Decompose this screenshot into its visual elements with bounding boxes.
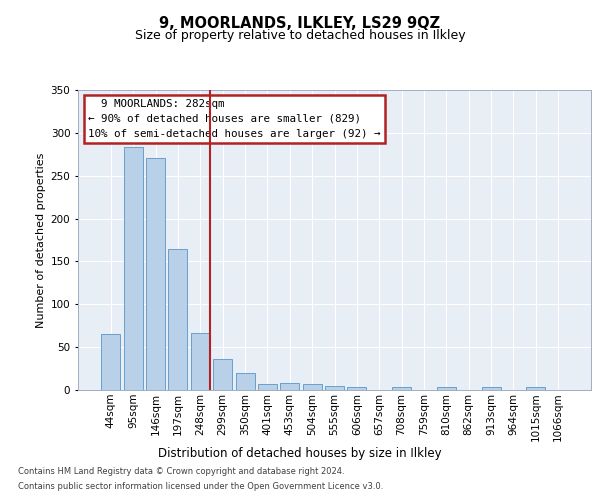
Bar <box>302 384 322 390</box>
Text: Contains HM Land Registry data © Crown copyright and database right 2024.: Contains HM Land Registry data © Crown c… <box>18 467 344 476</box>
Bar <box>347 386 367 390</box>
Bar <box>258 384 277 390</box>
Text: Distribution of detached houses by size in Ilkley: Distribution of detached houses by size … <box>158 448 442 460</box>
Text: Size of property relative to detached houses in Ilkley: Size of property relative to detached ho… <box>134 29 466 42</box>
Text: 9 MOORLANDS: 282sqm
← 90% of detached houses are smaller (829)
10% of semi-detac: 9 MOORLANDS: 282sqm ← 90% of detached ho… <box>88 99 381 138</box>
Text: Contains public sector information licensed under the Open Government Licence v3: Contains public sector information licen… <box>18 482 383 491</box>
Bar <box>392 388 411 390</box>
Bar <box>236 373 254 390</box>
Bar <box>437 388 456 390</box>
Bar <box>124 148 143 390</box>
Text: 9, MOORLANDS, ILKLEY, LS29 9QZ: 9, MOORLANDS, ILKLEY, LS29 9QZ <box>160 16 440 31</box>
Bar <box>526 388 545 390</box>
Bar <box>101 334 121 390</box>
Bar <box>191 332 210 390</box>
Bar <box>169 250 187 390</box>
Bar <box>213 359 232 390</box>
Bar <box>325 386 344 390</box>
Y-axis label: Number of detached properties: Number of detached properties <box>37 152 46 328</box>
Bar <box>482 388 500 390</box>
Bar <box>146 158 165 390</box>
Bar <box>280 383 299 390</box>
